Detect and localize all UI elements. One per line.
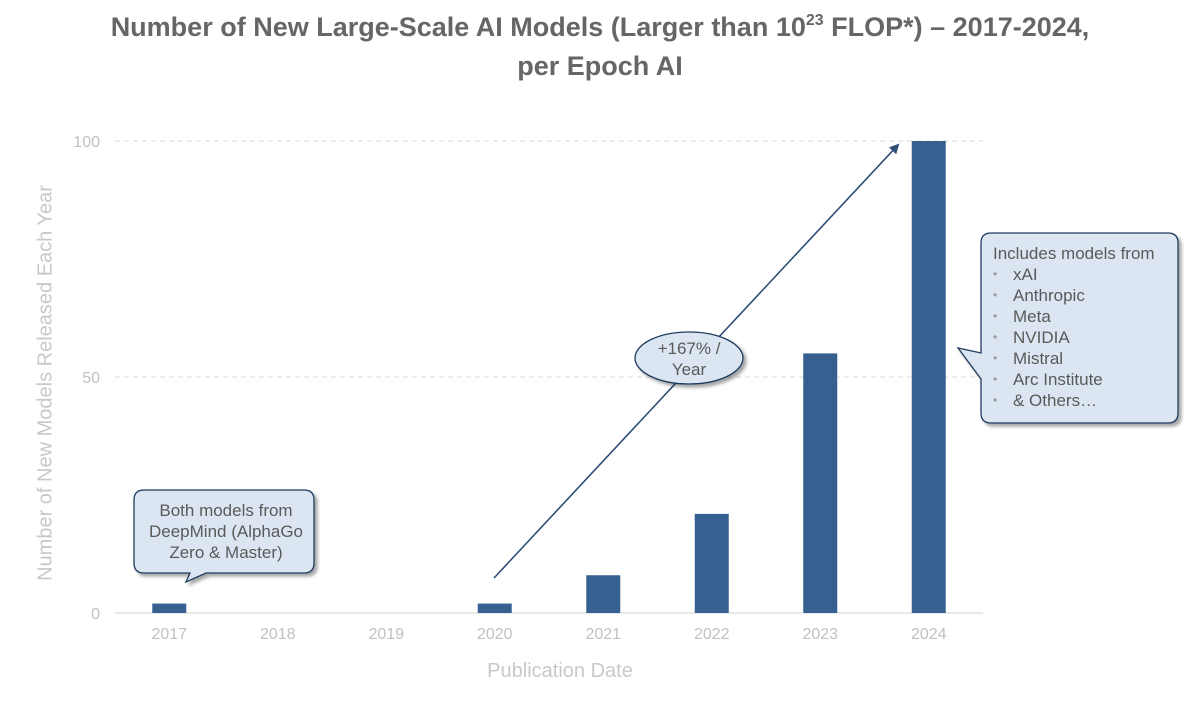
callout-2017-text: Both models from DeepMind (AlphaGo Zero … <box>138 500 314 563</box>
bar-2021 <box>586 575 621 613</box>
bar-2020 <box>477 603 512 613</box>
growth-label: +167% / Year <box>636 338 742 380</box>
callout-2024-text: Includes models from • xAI • Anthropic • Me… <box>985 243 1175 411</box>
bar-2024 <box>911 141 946 613</box>
bar-2017 <box>152 603 187 613</box>
bar-2022 <box>694 513 729 613</box>
y-tick-label: 100 <box>73 134 100 151</box>
callout-2017-line1: Both models from <box>159 501 293 520</box>
chart-title: Number of New Large-Scale AI Models (Lar… <box>0 10 1200 83</box>
callout-2024-item: • xAI <box>993 265 1038 284</box>
title-exponent: 23 <box>805 12 824 29</box>
x-tick-label: 2017 <box>151 626 187 643</box>
x-axis-label: Publication Date <box>487 660 633 682</box>
callout-2024-heading: Includes models from <box>993 244 1155 263</box>
bar-2023 <box>803 353 838 613</box>
x-tick-label: 2018 <box>260 626 296 643</box>
x-tick-label: 2021 <box>585 626 621 643</box>
x-tick-label: 2020 <box>477 626 513 643</box>
callout-2024-item: • NVIDIA <box>993 328 1070 347</box>
title-main: Number of New Large-Scale AI Models (Lar… <box>110 12 806 42</box>
x-tick-label: 2022 <box>694 626 730 643</box>
callout-2017-bubble <box>133 489 315 584</box>
title-tail: FLOP*) – 2017-2024, <box>823 12 1090 42</box>
callout-2024-item: • Anthropic <box>993 286 1085 305</box>
growth-label-line1: +167% / <box>657 339 721 358</box>
callout-2024-item: • Arc Institute <box>993 370 1103 389</box>
growth-label-bubble <box>634 331 744 385</box>
growth-label-line2: Year <box>671 360 707 379</box>
x-tick-label: 2019 <box>368 626 404 643</box>
title-line2: per Epoch AI <box>517 51 683 81</box>
callout-2024-item: • Meta <box>993 307 1051 326</box>
callout-2024-item: • & Others… <box>993 391 1098 410</box>
callout-2017-line2: DeepMind (AlphaGo <box>148 522 304 541</box>
x-tick-label: 2024 <box>911 626 947 643</box>
callout-2024-item: • Mistral <box>993 349 1064 368</box>
x-tick-label: 2023 <box>802 626 838 643</box>
callout-2024-bubble <box>956 232 1179 424</box>
y-axis-label: Number of New Models Released Each Year <box>34 185 57 581</box>
y-tick-label: 0 <box>91 606 100 623</box>
callout-2024-list: • xAI • Anthropic • Meta • NVIDIA • Mistral •… <box>985 264 1175 411</box>
callout-2017-line3: Zero & Master) <box>169 543 283 562</box>
y-tick-label: 50 <box>82 370 100 387</box>
